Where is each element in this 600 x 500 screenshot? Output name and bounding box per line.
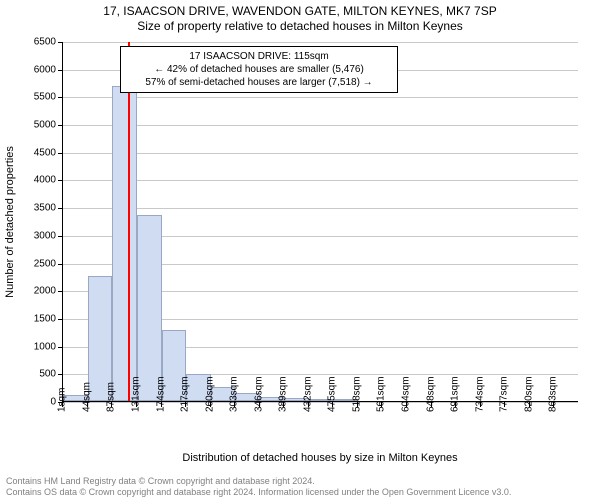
ytick-mark — [58, 97, 63, 98]
title-line2: Size of property relative to detached ho… — [0, 19, 600, 34]
ytick-mark — [58, 236, 63, 237]
footer: Contains HM Land Registry data © Crown c… — [6, 476, 511, 499]
x-axis-title: Distribution of detached houses by size … — [182, 452, 457, 464]
histogram-bar — [137, 215, 162, 401]
gridline — [63, 125, 578, 126]
annotation-line1: 17 ISAACSON DRIVE: 115sqm — [127, 50, 391, 63]
gridline — [63, 42, 578, 43]
annotation-line3: 57% of semi-detached houses are larger (… — [127, 76, 391, 89]
chart-title: 17, ISAACSON DRIVE, WAVENDON GATE, MILTO… — [0, 0, 600, 34]
gridline — [63, 208, 578, 209]
plot-inner — [62, 42, 578, 402]
ytick-mark — [58, 319, 63, 320]
plot-area: 17 ISAACSON DRIVE: 115sqm ← 42% of detac… — [62, 42, 578, 402]
ytick-mark — [58, 70, 63, 71]
ytick-mark — [58, 153, 63, 154]
gridline — [63, 97, 578, 98]
y-axis-title: Number of detached properties — [4, 42, 16, 402]
ytick-mark — [58, 125, 63, 126]
annotation-line2: ← 42% of detached houses are smaller (5,… — [127, 63, 391, 76]
ytick-mark — [58, 374, 63, 375]
footer-line1: Contains HM Land Registry data © Crown c… — [6, 476, 511, 487]
gridline — [63, 153, 578, 154]
footer-line2: Contains OS data © Crown copyright and d… — [6, 487, 511, 498]
ytick-mark — [58, 208, 63, 209]
title-line1: 17, ISAACSON DRIVE, WAVENDON GATE, MILTO… — [0, 4, 600, 19]
histogram-bar — [112, 86, 137, 401]
gridline — [63, 180, 578, 181]
property-marker-line — [128, 42, 130, 401]
ytick-mark — [58, 347, 63, 348]
ytick-mark — [58, 291, 63, 292]
ytick-mark — [58, 180, 63, 181]
ytick-mark — [58, 264, 63, 265]
annotation-box: 17 ISAACSON DRIVE: 115sqm ← 42% of detac… — [120, 46, 398, 93]
ytick-mark — [58, 42, 63, 43]
